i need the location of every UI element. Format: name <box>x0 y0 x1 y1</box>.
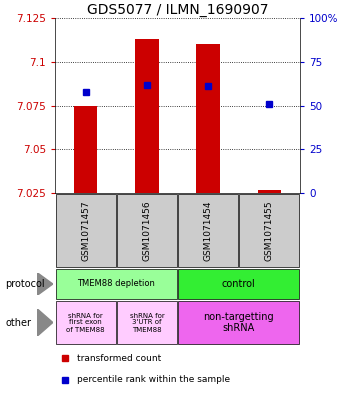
Bar <box>135 39 158 193</box>
Bar <box>258 189 281 193</box>
Text: GSM1071455: GSM1071455 <box>265 200 274 261</box>
Bar <box>56 301 116 343</box>
Bar <box>239 194 300 267</box>
Polygon shape <box>37 273 53 295</box>
Text: TMEM88 depletion: TMEM88 depletion <box>77 279 155 288</box>
Bar <box>74 105 97 193</box>
Bar <box>178 301 300 343</box>
Text: GSM1071454: GSM1071454 <box>204 200 212 261</box>
Text: shRNA for
first exon
of TMEM88: shRNA for first exon of TMEM88 <box>66 312 105 332</box>
Text: non-targetting
shRNA: non-targetting shRNA <box>203 312 274 333</box>
Text: protocol: protocol <box>5 279 45 289</box>
Title: GDS5077 / ILMN_1690907: GDS5077 / ILMN_1690907 <box>87 3 268 17</box>
Bar <box>178 194 238 267</box>
Bar <box>178 269 300 299</box>
Bar <box>56 194 116 267</box>
Text: control: control <box>222 279 256 289</box>
Text: transformed count: transformed count <box>77 354 161 363</box>
Text: GSM1071456: GSM1071456 <box>142 200 151 261</box>
Bar <box>56 269 177 299</box>
Text: percentile rank within the sample: percentile rank within the sample <box>77 375 230 384</box>
Text: other: other <box>5 318 32 327</box>
Bar <box>197 44 220 193</box>
Text: GSM1071457: GSM1071457 <box>81 200 90 261</box>
Bar <box>117 194 177 267</box>
Polygon shape <box>37 309 53 336</box>
Text: shRNA for
3'UTR of
TMEM88: shRNA for 3'UTR of TMEM88 <box>130 312 164 332</box>
Bar <box>117 301 177 343</box>
